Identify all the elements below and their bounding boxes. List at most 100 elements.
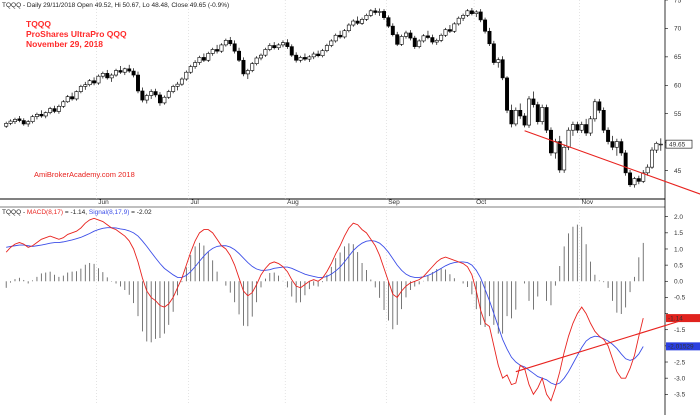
candle-body — [636, 178, 641, 182]
candle-body — [606, 129, 611, 142]
candle-body — [496, 59, 501, 63]
candle-body — [377, 11, 382, 13]
candle-body — [223, 40, 228, 46]
x-date-label: Sep — [388, 199, 400, 206]
candle-body — [157, 94, 162, 104]
candle-body — [382, 11, 386, 18]
candle-body — [549, 129, 553, 154]
grid-layer: 45 55 60 65 70 75 Jun Jul Aug Sep Oct Nov -3.5 -3.0 -2… — [0, 0, 686, 415]
candle-body — [193, 62, 198, 67]
candle-body — [535, 104, 540, 122]
candle-body — [329, 40, 334, 46]
candle-body — [575, 124, 580, 131]
candle-body — [469, 10, 474, 14]
candle-body — [592, 101, 597, 120]
candle-body — [162, 96, 167, 104]
candle-body — [518, 110, 523, 117]
candle-body — [307, 56, 312, 60]
macd-y-tick-label: -3.0 — [674, 375, 686, 382]
watermark-text: AmiBrokerAcademy.com 2018 — [34, 170, 135, 179]
candle-body — [650, 149, 654, 168]
price-title-line-2: ProShares UltraPro QQQ — [26, 29, 127, 39]
x-date-label: Aug — [287, 199, 299, 206]
macd-line — [5, 217, 644, 402]
candle-body — [584, 124, 589, 134]
candle-body — [61, 101, 66, 107]
candle-body — [412, 37, 417, 47]
candle-body — [34, 113, 39, 117]
price-last-value-label: 49.65 — [669, 141, 686, 148]
candle-body — [254, 57, 259, 64]
candle-body — [83, 84, 88, 87]
candle-body — [8, 120, 13, 124]
candle-body — [324, 45, 329, 51]
candle-body — [149, 91, 154, 96]
macd-last-value-box — [666, 342, 700, 351]
candle-body — [175, 83, 180, 87]
candle-body — [197, 57, 202, 63]
candle-body — [368, 10, 373, 16]
candle-body — [320, 50, 325, 57]
candle-body — [201, 57, 206, 61]
candle-body — [579, 124, 584, 131]
candle-body — [628, 172, 633, 186]
candle-body — [65, 96, 70, 103]
candle-body — [623, 152, 628, 174]
candle-body — [316, 53, 321, 57]
candle-body — [425, 35, 430, 38]
candle-body — [601, 110, 606, 131]
macd-header-signal-label: Signal(8,17,9) — [89, 209, 129, 216]
macd-y-tick-label: -1.5 — [674, 327, 686, 334]
x-date-label: Nov — [582, 199, 594, 206]
candle-body — [96, 75, 101, 84]
candle-body — [531, 98, 536, 105]
macd-header: TQQQ - MACD(8,17) = -1.14, Signal(8,17,9… — [2, 209, 152, 216]
macd-y-tick-label: 0.0 — [674, 279, 683, 286]
candle-body — [109, 74, 114, 79]
signal-line — [6, 227, 644, 386]
macd-y-tick-label: 0.5 — [674, 262, 683, 269]
candle-body — [78, 86, 83, 92]
candle-body — [26, 121, 31, 125]
candle-body — [21, 120, 26, 125]
candle-body — [645, 166, 650, 174]
candle-body — [487, 30, 492, 45]
candle-body — [566, 129, 571, 148]
candle-body — [399, 36, 404, 45]
candle-body — [228, 40, 233, 45]
candle-body — [39, 113, 44, 117]
candle-body — [483, 19, 488, 32]
candle-body — [557, 141, 562, 171]
candle-body — [219, 44, 224, 52]
candle-body — [610, 141, 615, 148]
candle-body — [250, 63, 255, 71]
candle-body — [373, 10, 378, 13]
macd-y-tick-label: 1.5 — [674, 230, 683, 237]
candle-body — [355, 20, 360, 24]
candle-body — [302, 57, 307, 60]
candle-body — [408, 32, 413, 39]
candle-body — [658, 143, 663, 146]
candle-body — [386, 17, 391, 27]
candle-body — [346, 24, 351, 32]
candle-body — [588, 118, 593, 134]
macd-last-value-label: -1.14 — [668, 315, 683, 322]
candle-body — [434, 40, 439, 43]
candle-body — [298, 57, 303, 61]
candle-body — [505, 77, 510, 111]
price-trendline — [524, 130, 700, 195]
candle-body — [465, 10, 470, 16]
candle-body — [439, 34, 444, 41]
price-y-tick-label: 65 — [674, 54, 682, 61]
candle-body — [430, 37, 435, 43]
macd-y-tick-label: 1.0 — [674, 246, 683, 253]
x-date-label: Jun — [98, 199, 109, 206]
candle-body — [56, 106, 61, 112]
candle-body — [210, 49, 215, 54]
candle-body — [232, 43, 237, 52]
candle-body — [105, 73, 110, 79]
candle-body — [285, 42, 290, 47]
price-header: TQQQ - Daily 29/11/2018 Open 49.52, Hi 5… — [2, 2, 229, 9]
candle-body — [491, 43, 496, 63]
